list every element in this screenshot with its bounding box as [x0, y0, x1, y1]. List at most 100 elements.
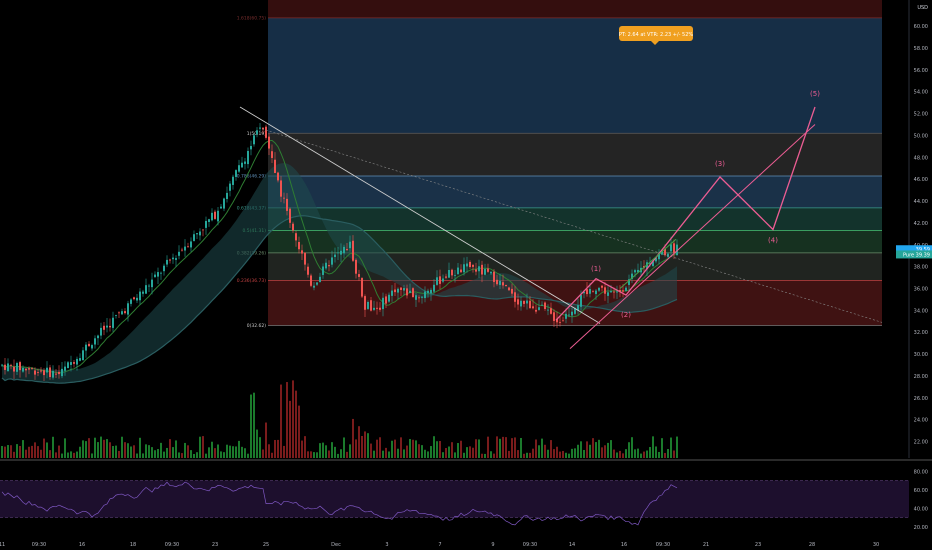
candle-body	[193, 234, 195, 241]
volume-bar	[376, 439, 378, 458]
volume-bar	[583, 449, 585, 458]
volume-bar	[631, 437, 633, 458]
volume-bar	[115, 445, 117, 458]
volume-bar	[118, 450, 120, 458]
candle-body	[229, 183, 231, 191]
volume-bar	[646, 450, 648, 458]
volume-bar	[151, 447, 153, 458]
volume-bar	[325, 445, 327, 458]
volume-bar	[460, 440, 462, 458]
volume-bar	[262, 449, 264, 458]
price-tick-label: 22.00	[914, 440, 928, 446]
candle-body	[376, 307, 378, 309]
volume-bar	[265, 422, 267, 458]
volume-bar	[640, 453, 642, 458]
candle-body	[526, 300, 528, 304]
candle-body	[331, 257, 333, 265]
candle-body	[388, 294, 390, 302]
price-tag-bg	[896, 250, 932, 259]
candle-body	[94, 338, 96, 345]
candle-body	[217, 210, 219, 222]
currency-label: USD	[917, 5, 928, 11]
price-axis[interactable]: 22.00 24.00 26.00 28.00 30.00 32.00 34.00 36.00…	[908, 0, 928, 458]
candle-body	[505, 284, 507, 287]
fib-zone-top	[268, 0, 882, 18]
support-line	[619, 238, 677, 289]
trendlines[interactable]	[239, 106, 883, 324]
volume-bar	[136, 453, 138, 458]
candle-body	[631, 273, 633, 279]
volume-bar	[412, 439, 414, 458]
candle-body	[658, 253, 660, 260]
candle-body	[559, 322, 561, 323]
candle-body	[154, 274, 156, 278]
volume-bar	[22, 440, 24, 458]
volume-bar	[10, 445, 12, 458]
candle-body	[256, 130, 258, 135]
candle-body	[175, 258, 177, 260]
candle-body	[649, 263, 651, 265]
wave-label: (2)	[621, 311, 631, 319]
price-tick-label: 44.00	[914, 199, 928, 205]
candle-body	[19, 362, 21, 371]
volume-bar	[49, 450, 51, 458]
candle-body	[322, 266, 324, 275]
candle-body	[247, 150, 249, 165]
volume-bar	[484, 453, 486, 458]
channel-line	[569, 124, 816, 350]
volume-bar	[499, 438, 501, 458]
time-axis[interactable]: 11 09:30 16 18 09:30 23 25 Dec 3 7 9 09:30 14 16 09:30…	[0, 542, 879, 548]
candle-body	[556, 318, 558, 323]
price-target-callout[interactable]: PT: 2.64 at VTR: 2.23 +/- 52%	[619, 26, 694, 45]
candle-body	[79, 358, 81, 361]
volume-bar	[409, 439, 411, 458]
fibonacci-retracement[interactable]: 1.618(60.75)1(50.19)0.786(46.29)0.618(43…	[237, 0, 882, 329]
wave-label: (3)	[715, 160, 725, 168]
candle-body	[223, 198, 225, 209]
volume-bar	[427, 451, 429, 458]
volume-bar	[406, 445, 408, 458]
volume-bar	[331, 442, 333, 458]
volume-bar	[223, 452, 225, 458]
volume-bar	[295, 390, 297, 458]
price-tick-label: 32.00	[914, 330, 928, 336]
time-tick-label: 23	[212, 542, 218, 548]
candle-body	[529, 300, 531, 309]
elliott-wave-projection[interactable]: (1) (2) (3) (4) (5)	[555, 90, 820, 350]
callout-pointer	[651, 41, 659, 45]
candle-body	[22, 367, 24, 372]
volume-bar	[529, 452, 531, 458]
volume-bar	[523, 453, 525, 458]
candle-body	[40, 370, 42, 372]
volume-bar	[229, 445, 231, 458]
volume-bar	[526, 452, 528, 458]
volume-bar	[382, 450, 384, 458]
volume-bar	[517, 450, 519, 458]
volume-bar	[28, 446, 30, 458]
volume-bar	[451, 442, 453, 458]
candle-body	[151, 279, 153, 288]
volume-bar	[121, 436, 123, 458]
fib-zone	[268, 17, 882, 134]
volume-bar	[247, 453, 249, 458]
volume-bar	[163, 451, 165, 458]
volume-bar	[535, 439, 537, 458]
volume-bar	[676, 436, 678, 458]
volume-bar	[673, 450, 675, 458]
candle-body	[280, 180, 282, 197]
volume-bar	[388, 451, 390, 458]
fib-zone	[268, 207, 882, 231]
volume-bar	[373, 450, 375, 458]
candle-body	[619, 289, 621, 292]
candle-body	[196, 233, 198, 235]
price-tick-label: 42.00	[914, 221, 928, 227]
volume-bar	[130, 446, 132, 458]
candle-body	[490, 271, 492, 274]
candle-body	[235, 170, 237, 177]
candle-body	[544, 302, 546, 309]
volume-bar	[496, 436, 498, 458]
candle-body	[634, 270, 636, 273]
price-tick-label: 30.00	[914, 352, 928, 358]
time-tick-label: 16	[79, 542, 85, 548]
